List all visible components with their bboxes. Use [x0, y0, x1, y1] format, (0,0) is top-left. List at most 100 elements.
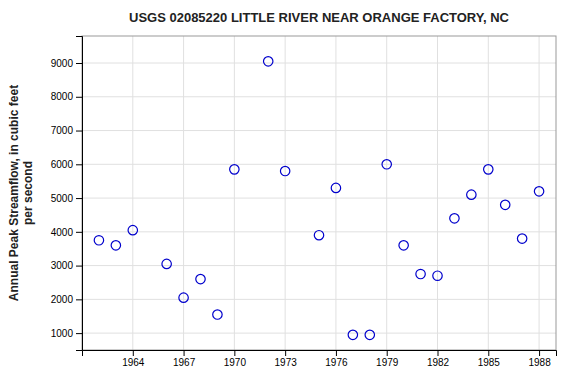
- point: [213, 310, 222, 319]
- tick: 1988: [528, 350, 551, 368]
- point: [230, 165, 239, 174]
- tick-mark: [76, 266, 82, 267]
- point: [500, 200, 509, 209]
- chart-container: 1964 1967 1970 1973 1976 1979 1982 1985 1988 1000…: [0, 0, 576, 384]
- tick-label: 1979: [376, 357, 399, 368]
- tick-label: 2000: [51, 294, 74, 305]
- tick-label: 8000: [51, 91, 74, 102]
- point: [348, 330, 357, 339]
- plot-area: 1964 1967 1970 1973 1976 1979 1982 1985 1988 1000…: [51, 36, 557, 368]
- tick: 1964: [122, 350, 145, 368]
- grid-line: [234, 36, 235, 350]
- point: [382, 160, 391, 169]
- tick-mark: [387, 350, 388, 356]
- point: [128, 225, 137, 234]
- tick-label: 1000: [51, 328, 74, 339]
- point: [534, 187, 543, 196]
- tick-label: 9000: [51, 58, 74, 69]
- tick: 2000: [51, 294, 82, 305]
- tick: 5000: [51, 193, 82, 204]
- grid-line: [82, 299, 556, 300]
- tick-mark: [76, 63, 82, 64]
- tick: 1973: [275, 350, 298, 368]
- point: [399, 241, 408, 250]
- tick: 1967: [173, 350, 196, 368]
- tick-mark: [285, 350, 286, 356]
- tick-mark: [539, 350, 540, 356]
- tick-label: 1964: [122, 357, 145, 368]
- grid-line: [132, 36, 133, 350]
- point: [179, 293, 188, 302]
- y-axis-title: Annual Peak Streamflow, in cubic feetper…: [7, 85, 35, 301]
- tick: 4000: [51, 227, 82, 238]
- grid-line: [82, 164, 556, 165]
- point: [416, 269, 425, 278]
- tick-mark: [76, 131, 82, 132]
- tick-label: 1982: [427, 357, 450, 368]
- grid-line: [386, 36, 387, 350]
- tick-label: 1967: [173, 357, 196, 368]
- tick-label: 4000: [51, 227, 74, 238]
- chart-svg: 1964 1967 1970 1973 1976 1979 1982 1985 1988 1000…: [0, 0, 576, 384]
- tick: 9000: [51, 58, 82, 69]
- point: [263, 57, 272, 66]
- tick-label: 1985: [478, 357, 501, 368]
- point: [111, 241, 120, 250]
- point: [365, 330, 374, 339]
- points: [94, 57, 544, 340]
- tick: 7000: [51, 125, 82, 136]
- tick-label: 3000: [51, 260, 74, 271]
- tick-mark: [234, 350, 235, 356]
- tick-label: 5000: [51, 193, 74, 204]
- tick: 1976: [325, 350, 348, 368]
- tick-label: 1970: [224, 357, 247, 368]
- axis-line: [76, 37, 83, 351]
- tick: 1970: [224, 350, 247, 368]
- point: [331, 183, 340, 192]
- tick-mark: [76, 299, 82, 300]
- y-axis-title-line: per second: [21, 161, 35, 225]
- tick-mark: [184, 350, 185, 356]
- grid-line: [539, 36, 540, 350]
- grid-line: [82, 231, 556, 232]
- point: [433, 271, 442, 280]
- grid-line: [82, 198, 556, 199]
- point: [162, 259, 171, 268]
- tick: 1000: [51, 328, 82, 339]
- point: [94, 236, 103, 245]
- point: [467, 190, 476, 199]
- chart-title: USGS 02085220 LITTLE RIVER NEAR ORANGE F…: [129, 10, 510, 25]
- tick: 1979: [376, 350, 399, 368]
- tick: 3000: [51, 260, 82, 271]
- grid-line: [82, 333, 556, 334]
- tick-mark: [76, 164, 82, 165]
- y-axis: 1000 2000 3000 4000 5000 6000 7000 8000 9000: [51, 37, 83, 351]
- tick: 1985: [478, 350, 501, 368]
- tick-label: 1988: [528, 357, 551, 368]
- tick-mark: [76, 97, 82, 98]
- grid-line: [82, 96, 556, 97]
- point: [517, 234, 526, 243]
- x-axis: 1964 1967 1970 1973 1976 1979 1982 1985 1988: [83, 350, 557, 368]
- tick-label: 6000: [51, 159, 74, 170]
- grid-line: [82, 63, 556, 64]
- tick-mark: [438, 350, 439, 356]
- grid-line: [285, 36, 286, 350]
- point: [314, 230, 323, 239]
- tick: 6000: [51, 159, 82, 170]
- tick-label: 1976: [325, 357, 348, 368]
- tick-mark: [76, 333, 82, 334]
- grid-line: [488, 36, 489, 350]
- grid-line: [437, 36, 438, 350]
- tick-label: 1973: [275, 357, 298, 368]
- tick: 1982: [427, 350, 450, 368]
- tick-mark: [336, 350, 337, 356]
- tick-mark: [76, 232, 82, 233]
- tick-mark: [76, 198, 82, 199]
- grid-line: [82, 265, 556, 266]
- y-axis-title-line: Annual Peak Streamflow, in cubic feet: [7, 85, 21, 301]
- point: [484, 165, 493, 174]
- tick-mark: [488, 350, 489, 356]
- grid-line: [82, 130, 556, 131]
- axis-line: [83, 351, 557, 357]
